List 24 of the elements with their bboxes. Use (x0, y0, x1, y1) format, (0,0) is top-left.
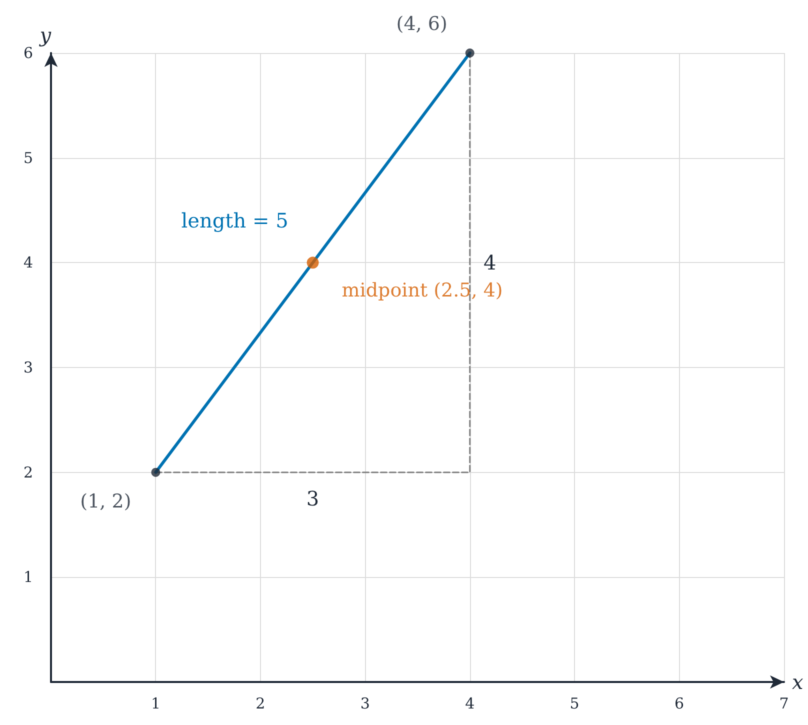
annotation: 4 (483, 250, 496, 275)
y-tick-label: 5 (23, 148, 33, 167)
data-label: (4, 6) (396, 13, 448, 35)
x-tick-label: 5 (570, 694, 580, 712)
y-tick-label: 1 (23, 568, 33, 586)
data-label: (1, 2) (80, 490, 132, 512)
y-tick-label: 3 (23, 358, 33, 376)
y-tick-label: 2 (23, 463, 33, 482)
x-tick-label: 3 (360, 694, 370, 712)
point (465, 48, 474, 58)
annotation: 3 (306, 486, 320, 510)
x-tick-label: 6 (674, 694, 684, 712)
x-tick-label: 2 (256, 694, 266, 712)
x-axis-title: x (792, 670, 804, 694)
y-tick-label: 6 (23, 44, 33, 62)
x-tick-label: 4 (465, 694, 475, 712)
y-tick-label: 4 (23, 254, 33, 272)
point (151, 468, 160, 477)
data-label: midpoint (2.5, 4) (342, 280, 503, 302)
x-tick-label: 1 (150, 694, 160, 712)
x-tick-label: 7 (779, 694, 789, 712)
annotation: length = 5 (181, 208, 288, 233)
point (306, 256, 319, 269)
y-axis-title: y (38, 23, 52, 47)
